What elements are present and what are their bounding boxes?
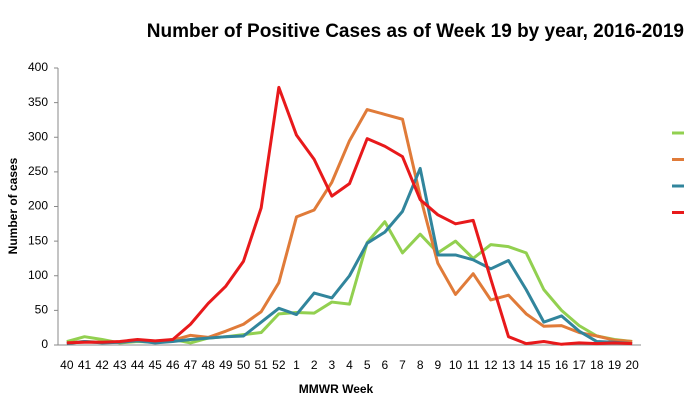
x-tick-label: 20	[625, 358, 639, 372]
x-tick-label: 52	[272, 358, 286, 372]
x-tick-label: 11	[467, 358, 480, 372]
x-axis-title: MMWR Week	[299, 382, 374, 396]
x-tick-label: 18	[590, 358, 604, 372]
x-tick-label: 45	[148, 358, 162, 372]
x-tick-label: 48	[201, 358, 215, 372]
y-tick-label: 150	[28, 233, 48, 247]
chart-title: Number of Positive Cases as of Week 19 b…	[147, 21, 684, 42]
series-line	[66, 85, 633, 346]
x-tick-label: 47	[184, 358, 198, 372]
x-tick-label: 2	[311, 358, 318, 372]
x-tick-label: 7	[399, 358, 406, 372]
x-tick-label: 44	[131, 358, 145, 372]
y-tick-label: 50	[35, 303, 49, 317]
x-tick-label: 14	[519, 358, 533, 372]
x-tick-label: 49	[219, 358, 233, 372]
y-tick-label: 350	[28, 95, 48, 109]
y-tick-label: 300	[28, 129, 48, 143]
x-tick-label: 43	[113, 358, 127, 372]
y-tick-label: 100	[28, 268, 48, 282]
series-line	[66, 166, 633, 346]
x-tick-label: 3	[328, 358, 335, 372]
x-tick-label: 8	[417, 358, 424, 372]
y-axis-title: Number of cases	[6, 157, 20, 254]
y-tick-label: 400	[28, 60, 48, 74]
x-tick-label: 12	[484, 358, 498, 372]
x-tick-label: 1	[293, 358, 300, 372]
x-tick-label: 5	[364, 358, 371, 372]
x-tick-label: 4	[346, 358, 353, 372]
x-tick-label: 15	[537, 358, 551, 372]
x-tick-label: 50	[237, 358, 251, 372]
y-tick-label: 0	[41, 337, 48, 351]
x-tick-label: 9	[434, 358, 441, 372]
x-tick-label: 41	[78, 358, 92, 372]
x-tick-label: 40	[60, 358, 74, 372]
x-tick-label: 19	[608, 358, 622, 372]
x-tick-label: 51	[254, 358, 268, 372]
x-tick-label: 10	[449, 358, 463, 372]
series-line	[66, 108, 633, 345]
x-tick-label: 6	[381, 358, 388, 372]
x-tick-label: 17	[572, 358, 586, 372]
x-tick-label: 46	[166, 358, 180, 372]
x-tick-label: 42	[95, 358, 109, 372]
x-tick-label: 16	[555, 358, 569, 372]
y-tick-label: 250	[28, 164, 48, 178]
x-tick-label: 13	[502, 358, 516, 372]
y-tick-label: 200	[28, 199, 48, 213]
